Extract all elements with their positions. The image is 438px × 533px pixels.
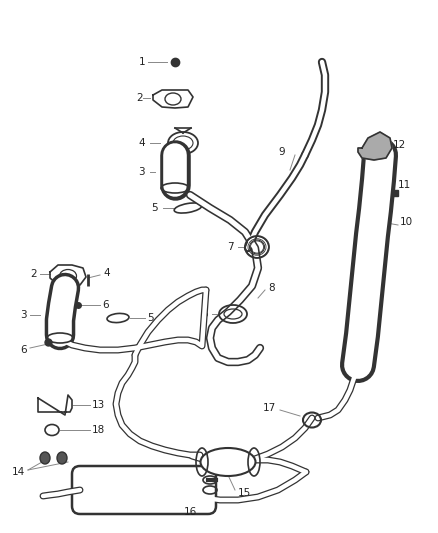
- Text: 1: 1: [138, 57, 145, 67]
- Text: 6: 6: [102, 300, 109, 310]
- Text: 17: 17: [263, 403, 276, 413]
- Text: 10: 10: [400, 217, 413, 227]
- Text: 3: 3: [21, 310, 27, 320]
- Text: 14: 14: [12, 467, 25, 477]
- Text: 4: 4: [138, 138, 145, 148]
- Text: 4: 4: [103, 268, 110, 278]
- Text: 13: 13: [92, 400, 105, 410]
- Text: 6: 6: [21, 345, 27, 355]
- Ellipse shape: [40, 452, 50, 464]
- Text: 6: 6: [201, 309, 208, 319]
- Text: 18: 18: [92, 425, 105, 435]
- FancyBboxPatch shape: [72, 466, 216, 514]
- Text: 9: 9: [279, 147, 285, 157]
- Text: 11: 11: [398, 180, 411, 190]
- Text: 5: 5: [147, 313, 154, 323]
- Text: 12: 12: [393, 140, 406, 150]
- Text: 8: 8: [268, 283, 275, 293]
- Polygon shape: [38, 395, 72, 415]
- Ellipse shape: [57, 452, 67, 464]
- Text: 15: 15: [238, 488, 251, 498]
- Text: 3: 3: [138, 167, 145, 177]
- Polygon shape: [358, 132, 392, 160]
- Text: 2: 2: [136, 93, 143, 103]
- Text: 2: 2: [30, 269, 37, 279]
- Ellipse shape: [201, 448, 255, 476]
- Text: 16: 16: [184, 507, 197, 517]
- Text: 7: 7: [227, 242, 234, 252]
- Text: 5: 5: [152, 203, 158, 213]
